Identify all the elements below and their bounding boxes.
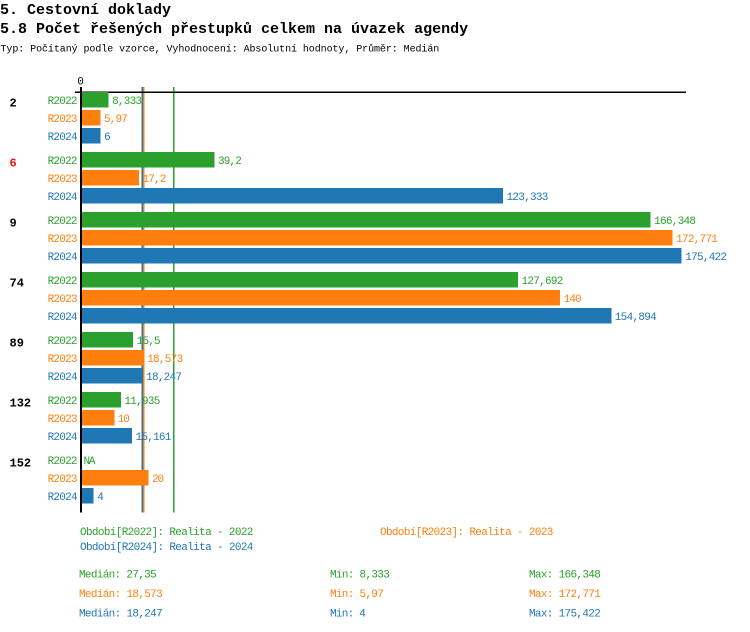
svg-text:Medián: 18,247: Medián: 18,247 xyxy=(79,609,163,621)
svg-text:15,5: 15,5 xyxy=(137,336,161,348)
svg-text:Medián: 27,35: Medián: 27,35 xyxy=(79,570,157,582)
svg-text:10: 10 xyxy=(118,414,130,426)
svg-text:127,692: 127,692 xyxy=(522,276,564,288)
svg-text:R2024: R2024 xyxy=(48,132,78,144)
svg-text:152: 152 xyxy=(10,456,32,470)
svg-text:11,935: 11,935 xyxy=(124,396,160,408)
svg-text:8,333: 8,333 xyxy=(112,96,142,108)
svg-text:5.8 Počet řešených přestupků c: 5.8 Počet řešených přestupků celkem na ú… xyxy=(0,21,468,38)
svg-text:R2022: R2022 xyxy=(48,276,78,288)
svg-text:132: 132 xyxy=(10,396,32,410)
svg-text:R2023: R2023 xyxy=(48,234,78,246)
svg-text:R2023: R2023 xyxy=(48,414,78,426)
svg-text:175,422: 175,422 xyxy=(685,252,727,264)
svg-text:R2023: R2023 xyxy=(48,294,78,306)
svg-text:5,97: 5,97 xyxy=(104,114,128,126)
svg-text:R2024: R2024 xyxy=(48,492,78,504)
svg-text:39,2: 39,2 xyxy=(218,156,242,168)
svg-text:154,894: 154,894 xyxy=(615,312,657,324)
svg-text:18,573: 18,573 xyxy=(147,354,183,366)
svg-text:17,2: 17,2 xyxy=(143,174,167,186)
svg-text:5. Cestovní doklady: 5. Cestovní doklady xyxy=(0,2,171,19)
svg-text:R2023: R2023 xyxy=(48,114,78,126)
svg-text:4: 4 xyxy=(97,492,104,504)
svg-text:R2024: R2024 xyxy=(48,432,78,444)
svg-text:Medián: 18,573: Medián: 18,573 xyxy=(79,589,163,601)
svg-text:R2022: R2022 xyxy=(48,456,78,468)
svg-text:2: 2 xyxy=(10,96,17,110)
svg-text:6: 6 xyxy=(104,132,111,144)
svg-text:6: 6 xyxy=(10,156,17,170)
svg-text:Období[R2022]: Realita - 2022: Období[R2022]: Realita - 2022 xyxy=(80,527,253,539)
svg-text:R2024: R2024 xyxy=(48,372,78,384)
svg-text:R2022: R2022 xyxy=(48,96,78,108)
svg-text:Min: 4: Min: 4 xyxy=(330,609,366,621)
svg-text:R2022: R2022 xyxy=(48,216,78,228)
svg-text:Max: 166,348: Max: 166,348 xyxy=(529,570,601,582)
svg-text:15,161: 15,161 xyxy=(136,432,172,444)
svg-text:Min: 5,97: Min: 5,97 xyxy=(330,589,384,601)
svg-text:89: 89 xyxy=(10,336,24,350)
svg-text:R2022: R2022 xyxy=(48,336,78,348)
svg-text:R2022: R2022 xyxy=(48,156,78,168)
svg-text:9: 9 xyxy=(10,216,17,230)
svg-text:74: 74 xyxy=(10,276,24,290)
svg-text:Max: 175,422: Max: 175,422 xyxy=(529,609,601,621)
svg-text:R2023: R2023 xyxy=(48,174,78,186)
svg-text:R2023: R2023 xyxy=(48,474,78,486)
svg-text:R2024: R2024 xyxy=(48,252,78,264)
svg-text:140: 140 xyxy=(564,294,582,306)
svg-text:18,247: 18,247 xyxy=(146,372,182,384)
svg-text:R2024: R2024 xyxy=(48,192,78,204)
svg-text:Typ: Počítaný podle vzorce, Vy: Typ: Počítaný podle vzorce, Vyhodnocení:… xyxy=(1,43,440,56)
svg-text:Období[R2024]: Realita - 2024: Období[R2024]: Realita - 2024 xyxy=(80,542,254,554)
svg-text:Období[R2023]: Realita - 2023: Období[R2023]: Realita - 2023 xyxy=(380,527,553,539)
svg-text:NA: NA xyxy=(84,456,96,468)
svg-text:166,348: 166,348 xyxy=(654,216,696,228)
svg-text:0: 0 xyxy=(77,77,84,89)
svg-text:20: 20 xyxy=(152,474,164,486)
svg-text:R2022: R2022 xyxy=(48,396,78,408)
svg-text:R2024: R2024 xyxy=(48,312,78,324)
svg-text:Min: 8,333: Min: 8,333 xyxy=(330,570,390,582)
svg-text:Max: 172,771: Max: 172,771 xyxy=(529,589,601,601)
svg-text:123,333: 123,333 xyxy=(507,192,549,204)
svg-text:R2023: R2023 xyxy=(48,354,78,366)
svg-text:172,771: 172,771 xyxy=(676,234,718,246)
